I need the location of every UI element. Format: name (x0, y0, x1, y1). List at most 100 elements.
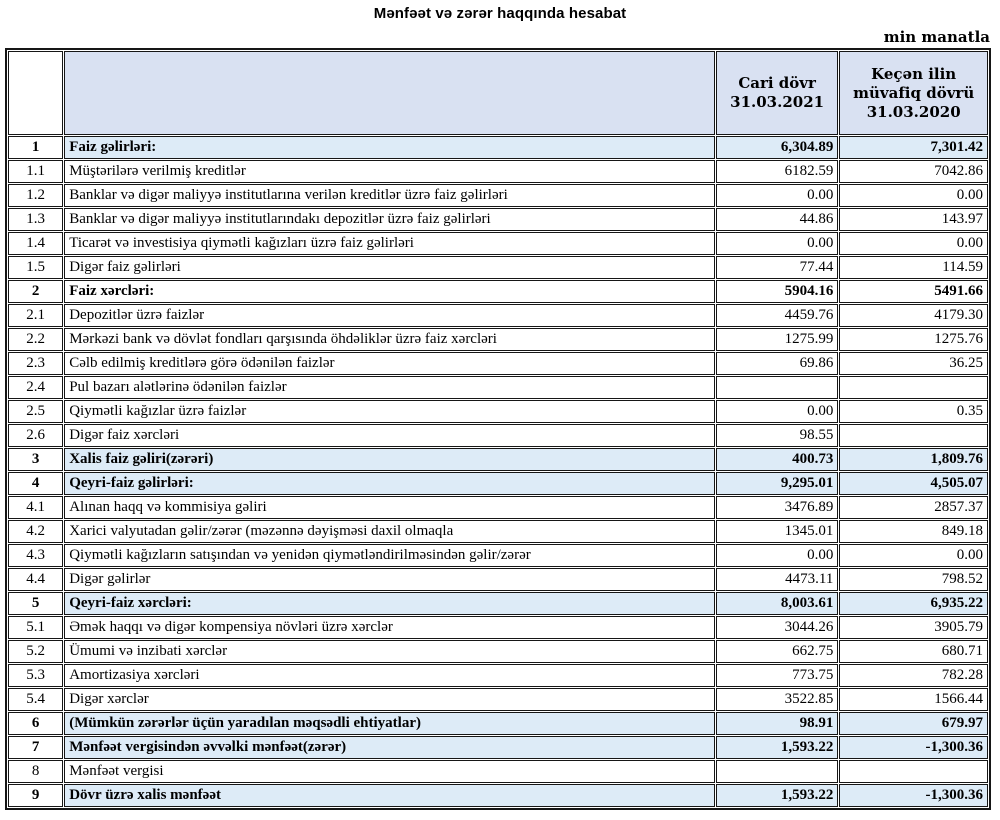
row-label-cell: Mənfəət vergisindən əvvəlki mənfəət(zərə… (64, 736, 715, 759)
row-label-cell: Faiz xərcləri: (64, 280, 715, 303)
row-number-cell: 2 (8, 280, 64, 303)
row-number-cell: 6 (8, 712, 64, 735)
row-number-cell: 4.4 (8, 568, 64, 591)
row-label-cell: Digər faiz xərcləri (64, 424, 715, 447)
current-value-cell: 1,593.22 (715, 784, 839, 807)
row-number-cell: 1.2 (8, 184, 64, 207)
table-row: 2.5 Qiymətli kağızlar üzrə faizlər 0.00 0.3… (8, 400, 988, 423)
previous-value-cell: 680.71 (839, 640, 988, 663)
row-label-cell: Müştərilərə verilmiş kreditlər (64, 160, 715, 183)
table-row: 4 Qeyri-faiz gəlirləri: 9,295.01 4,505.07 (8, 472, 988, 495)
previous-value-cell: 849.18 (839, 520, 988, 543)
table-row: 1.5 Digər faiz gəlirləri 77.44 114.59 (8, 256, 988, 279)
current-value-cell: 0.00 (715, 400, 839, 423)
previous-value-cell (839, 376, 988, 399)
current-period-date: 31.03.2021 (730, 93, 825, 111)
previous-value-cell: 4,505.07 (839, 472, 988, 495)
previous-period-label-line2: müvafiq dövrü (853, 83, 975, 102)
row-number-cell: 1.3 (8, 208, 64, 231)
row-label-cell: Xarici valyutadan gəlir/zərər (məzənnə d… (64, 520, 715, 543)
current-value-cell: 98.91 (715, 712, 839, 735)
row-label-cell: Amortizasiya xərcləri (64, 664, 715, 687)
row-label-cell: Cəlb edilmiş kreditlərə görə ödənilən fa… (64, 352, 715, 375)
current-value-cell: 4473.11 (715, 568, 839, 591)
row-label-cell: Qiymətli kağızların satışından və yenidə… (64, 544, 715, 567)
table-row: 5 Qeyri-faiz xərcləri: 8,003.61 6,935.22 (8, 592, 988, 615)
table-row: 7 Mənfəət vergisindən əvvəlki mənfəət(zər… (8, 736, 988, 759)
row-number-cell: 2.5 (8, 400, 64, 423)
current-value-cell: 4459.76 (715, 304, 839, 327)
row-number-cell: 2.2 (8, 328, 64, 351)
row-number-cell: 9 (8, 784, 64, 807)
current-value-cell: 69.86 (715, 352, 839, 375)
row-number-cell: 5.2 (8, 640, 64, 663)
current-value-cell: 8,003.61 (715, 592, 839, 615)
row-label-cell: Ticarət və investisiya qiymətli kağızlar… (64, 232, 715, 255)
current-value-cell: 0.00 (715, 232, 839, 255)
row-label-cell: Dövr üzrə xalis mənfəət (64, 784, 715, 807)
table-row: 5.2 Ümumi və inzibati xərclər 662.75 680.71 (8, 640, 988, 663)
row-label-cell: Ümumi və inzibati xərclər (64, 640, 715, 663)
row-label-cell: Alınan haqq və kommisiya gəliri (64, 496, 715, 519)
row-label-cell: Faiz gəlirləri: (64, 136, 715, 159)
current-value-cell: 6182.59 (715, 160, 839, 183)
row-label-cell: Depozitlər üzrə faizlər (64, 304, 715, 327)
row-label-cell: Mərkəzi bank və dövlət fondları qarşısın… (64, 328, 715, 351)
table-row: 2 Faiz xərcləri: 5904.16 5491.66 (8, 280, 988, 303)
row-number-cell: 1.4 (8, 232, 64, 255)
row-number-cell: 4.1 (8, 496, 64, 519)
row-number-cell: 4.2 (8, 520, 64, 543)
row-label-cell: Digər faiz gəlirləri (64, 256, 715, 279)
previous-value-cell: 3905.79 (839, 616, 988, 639)
previous-value-cell: 143.97 (839, 208, 988, 231)
table-row: 4.3 Qiymətli kağızların satışından və yen… (8, 544, 988, 567)
previous-value-cell: 679.97 (839, 712, 988, 735)
row-label-cell: Qeyri-faiz gəlirləri: (64, 472, 715, 495)
current-value-cell: 3044.26 (715, 616, 839, 639)
current-value-cell: 44.86 (715, 208, 839, 231)
previous-value-cell: 0.00 (839, 184, 988, 207)
row-number-cell: 1 (8, 136, 64, 159)
table-row: 5.4 Digər xərclər 3522.85 1566.44 (8, 688, 988, 711)
current-value-cell: 1275.99 (715, 328, 839, 351)
row-label-cell: Banklar və digər maliyyə institutlarına … (64, 184, 715, 207)
table-row: 1.4 Ticarət və investisiya qiymətli kağız… (8, 232, 988, 255)
previous-value-cell: 0.00 (839, 544, 988, 567)
table-row: 5.1 Əmək haqqı və digər kompensiya növlər… (8, 616, 988, 639)
previous-value-cell: 1566.44 (839, 688, 988, 711)
corner-cell (8, 51, 64, 135)
row-number-cell: 4.3 (8, 544, 64, 567)
row-label-cell: (Mümkün zərərlər üçün yaradılan məqsədli… (64, 712, 715, 735)
row-label-cell: Banklar və digər maliyyə institutlarında… (64, 208, 715, 231)
previous-period-date: 31.03.2020 (866, 102, 961, 121)
previous-value-cell: 114.59 (839, 256, 988, 279)
row-number-cell: 4 (8, 472, 64, 495)
previous-value-cell: 0.00 (839, 232, 988, 255)
table-row: 3 Xalis faiz gəliri(zərəri) 400.73 1,809.76 (8, 448, 988, 471)
previous-value-cell: -1,300.36 (839, 784, 988, 807)
table-row: 8 Mənfəət vergisi (8, 760, 988, 783)
table-row: 2.2 Mərkəzi bank və dövlət fondları qarşı… (8, 328, 988, 351)
current-value-cell: 5904.16 (715, 280, 839, 303)
previous-value-cell: 4179.30 (839, 304, 988, 327)
current-value-cell: 0.00 (715, 184, 839, 207)
table-row: 4.2 Xarici valyutadan gəlir/zərər (məzənn… (8, 520, 988, 543)
previous-value-cell (839, 760, 988, 783)
previous-value-cell: 6,935.22 (839, 592, 988, 615)
row-label-cell: Pul bazarı alətlərinə ödənilən faizlər (64, 376, 715, 399)
table-body: 1 Faiz gəlirləri: 6,304.89 7,301.42 1.1 Müştə… (8, 136, 988, 807)
previous-value-cell: 36.25 (839, 352, 988, 375)
row-number-cell: 8 (8, 760, 64, 783)
table-row: 6 (Mümkün zərərlər üçün yaradılan məqsədl… (8, 712, 988, 735)
previous-value-cell (839, 424, 988, 447)
row-number-cell: 1.5 (8, 256, 64, 279)
row-label-cell: Qiymətli kağızlar üzrə faizlər (64, 400, 715, 423)
row-number-cell: 7 (8, 736, 64, 759)
previous-value-cell: 782.28 (839, 664, 988, 687)
previous-value-cell: 7,301.42 (839, 136, 988, 159)
row-label-cell: Qeyri-faiz xərcləri: (64, 592, 715, 615)
table-row: 2.4 Pul bazarı alətlərinə ödənilən faizlə… (8, 376, 988, 399)
previous-value-cell: 798.52 (839, 568, 988, 591)
row-label-cell: Digər xərclər (64, 688, 715, 711)
